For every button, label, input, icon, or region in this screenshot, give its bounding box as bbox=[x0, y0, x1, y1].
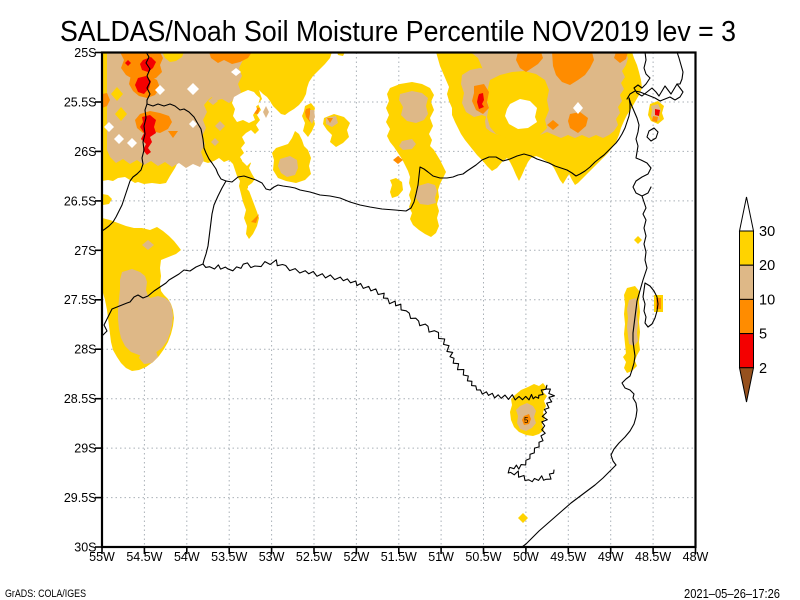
svg-text:SALDAS/Noah Soil Moisture Perc: SALDAS/Noah Soil Moisture Percentile NOV… bbox=[60, 16, 736, 48]
svg-text:GrADS: COLA/IGES: GrADS: COLA/IGES bbox=[5, 588, 86, 600]
svg-text:28S: 28S bbox=[74, 343, 96, 357]
svg-text:50W: 50W bbox=[513, 550, 539, 564]
svg-text:52.5W: 52.5W bbox=[296, 550, 332, 564]
svg-text:48W: 48W bbox=[683, 550, 709, 564]
svg-text:50.5W: 50.5W bbox=[465, 550, 501, 564]
svg-text:55W: 55W bbox=[89, 550, 115, 564]
svg-text:51.5W: 51.5W bbox=[381, 550, 417, 564]
svg-text:53W: 53W bbox=[259, 550, 285, 564]
svg-text:54.5W: 54.5W bbox=[126, 550, 162, 564]
svg-text:10: 10 bbox=[759, 292, 775, 308]
svg-text:25.5S: 25.5S bbox=[64, 96, 97, 110]
svg-text:49W: 49W bbox=[598, 550, 624, 564]
svg-text:26S: 26S bbox=[74, 145, 96, 159]
svg-text:30: 30 bbox=[759, 224, 775, 240]
svg-text:29.5S: 29.5S bbox=[64, 491, 97, 505]
svg-text:25S: 25S bbox=[74, 46, 96, 60]
svg-text:49.5W: 49.5W bbox=[550, 550, 586, 564]
svg-text:30S: 30S bbox=[74, 541, 96, 555]
svg-text:29S: 29S bbox=[74, 442, 96, 456]
svg-text:26.5S: 26.5S bbox=[64, 194, 97, 208]
svg-text:28.5S: 28.5S bbox=[64, 392, 97, 406]
svg-text:2021–05–26–17:26: 2021–05–26–17:26 bbox=[684, 587, 780, 600]
svg-text:27.5S: 27.5S bbox=[64, 293, 97, 307]
svg-text:48.5W: 48.5W bbox=[635, 550, 671, 564]
svg-text:2: 2 bbox=[759, 361, 767, 377]
svg-text:5: 5 bbox=[759, 327, 767, 343]
svg-text:27S: 27S bbox=[74, 244, 96, 258]
svg-text:53.5W: 53.5W bbox=[211, 550, 247, 564]
svg-text:51W: 51W bbox=[428, 550, 454, 564]
svg-text:5: 5 bbox=[524, 416, 529, 425]
svg-text:52W: 52W bbox=[344, 550, 370, 564]
svg-text:54W: 54W bbox=[174, 550, 200, 564]
svg-text:20: 20 bbox=[759, 258, 775, 274]
